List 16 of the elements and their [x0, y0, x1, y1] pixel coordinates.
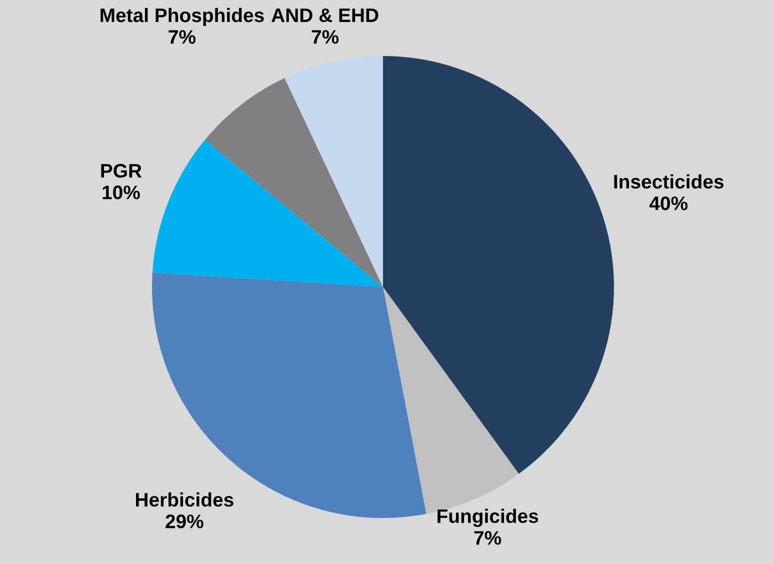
pie-slice	[205, 78, 383, 287]
data-label: 7%	[168, 30, 196, 44]
slice-label: Insecticides	[614, 174, 724, 189]
slice-label: Fungicides	[438, 508, 538, 527]
data-label: 40%	[649, 196, 688, 210]
slice-label: Herbicides	[136, 492, 234, 507]
slice-label: Metal Phosphides	[100, 8, 264, 26]
slice-label: AND & EHD	[272, 8, 378, 22]
pie-slice	[152, 140, 383, 287]
data-label: 7%	[474, 531, 502, 545]
data-label: 7%	[312, 30, 339, 44]
slice-label: PGR	[101, 164, 142, 178]
data-label: 10%	[102, 186, 140, 200]
data-label: 29%	[166, 514, 204, 528]
pie-slice	[284, 56, 383, 287]
pie-slice	[383, 56, 614, 474]
